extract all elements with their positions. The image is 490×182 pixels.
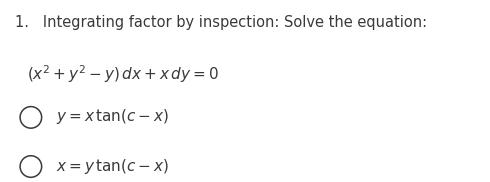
Text: 1.   Integrating factor by inspection: Solve the equation:: 1. Integrating factor by inspection: Sol… bbox=[15, 15, 427, 29]
Text: $(x^2 + y^2 - y)\, dx + x\,dy = 0$: $(x^2 + y^2 - y)\, dx + x\,dy = 0$ bbox=[27, 64, 219, 85]
Text: $y = x\,\tan(c - x)$: $y = x\,\tan(c - x)$ bbox=[56, 107, 170, 126]
Text: $x = y\,\tan(c - x)$: $x = y\,\tan(c - x)$ bbox=[56, 157, 170, 175]
